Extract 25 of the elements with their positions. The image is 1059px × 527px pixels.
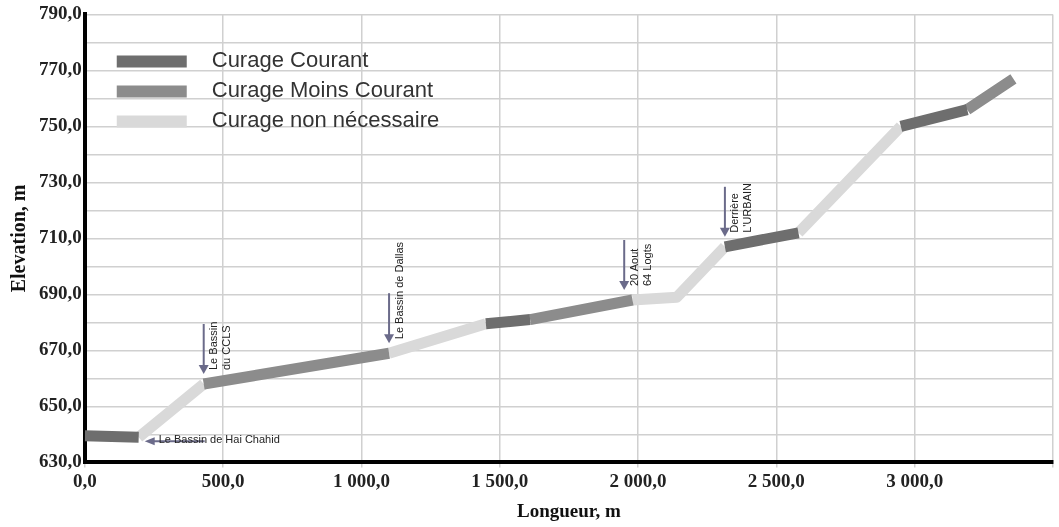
x-tick-label: 1 000,0 (332, 469, 390, 491)
legend-label: Curage non nécessaire (211, 107, 440, 133)
legend-label: Curage Courant (211, 47, 369, 73)
y-tick-label: 670,0 (39, 338, 82, 360)
x-axis-title: Longueur, m (516, 499, 621, 521)
x-tick-label: 3 000,0 (886, 469, 944, 491)
y-tick-label: 730,0 (39, 170, 82, 192)
y-tick-label: 690,0 (39, 282, 82, 304)
y-tick-label: 770,0 (39, 58, 82, 80)
annotation: Le Bassin de Dallas (392, 241, 405, 340)
x-tick-label: 0,0 (72, 469, 97, 491)
y-tick-label: 710,0 (39, 226, 82, 248)
x-tick-label: 500,0 (201, 469, 245, 491)
x-tick-label: 2 000,0 (609, 469, 667, 491)
annotation: Le Bassin du CCLS (207, 321, 233, 370)
y-tick-label: 630,0 (39, 450, 82, 472)
y-tick-label: 650,0 (39, 394, 82, 416)
x-tick-label: 2 500,0 (747, 469, 805, 491)
y-tick-label: 750,0 (39, 114, 82, 136)
x-tick-label: 1 500,0 (471, 469, 529, 491)
legend-label: Curage Moins Courant (211, 77, 434, 103)
annotation: 20 Aout 64 Logts (627, 243, 653, 286)
annotation: Derrière L'URBAIN (728, 182, 754, 233)
y-tick-label: 790,0 (39, 2, 82, 24)
y-axis-title: Elevation, m (7, 184, 30, 293)
